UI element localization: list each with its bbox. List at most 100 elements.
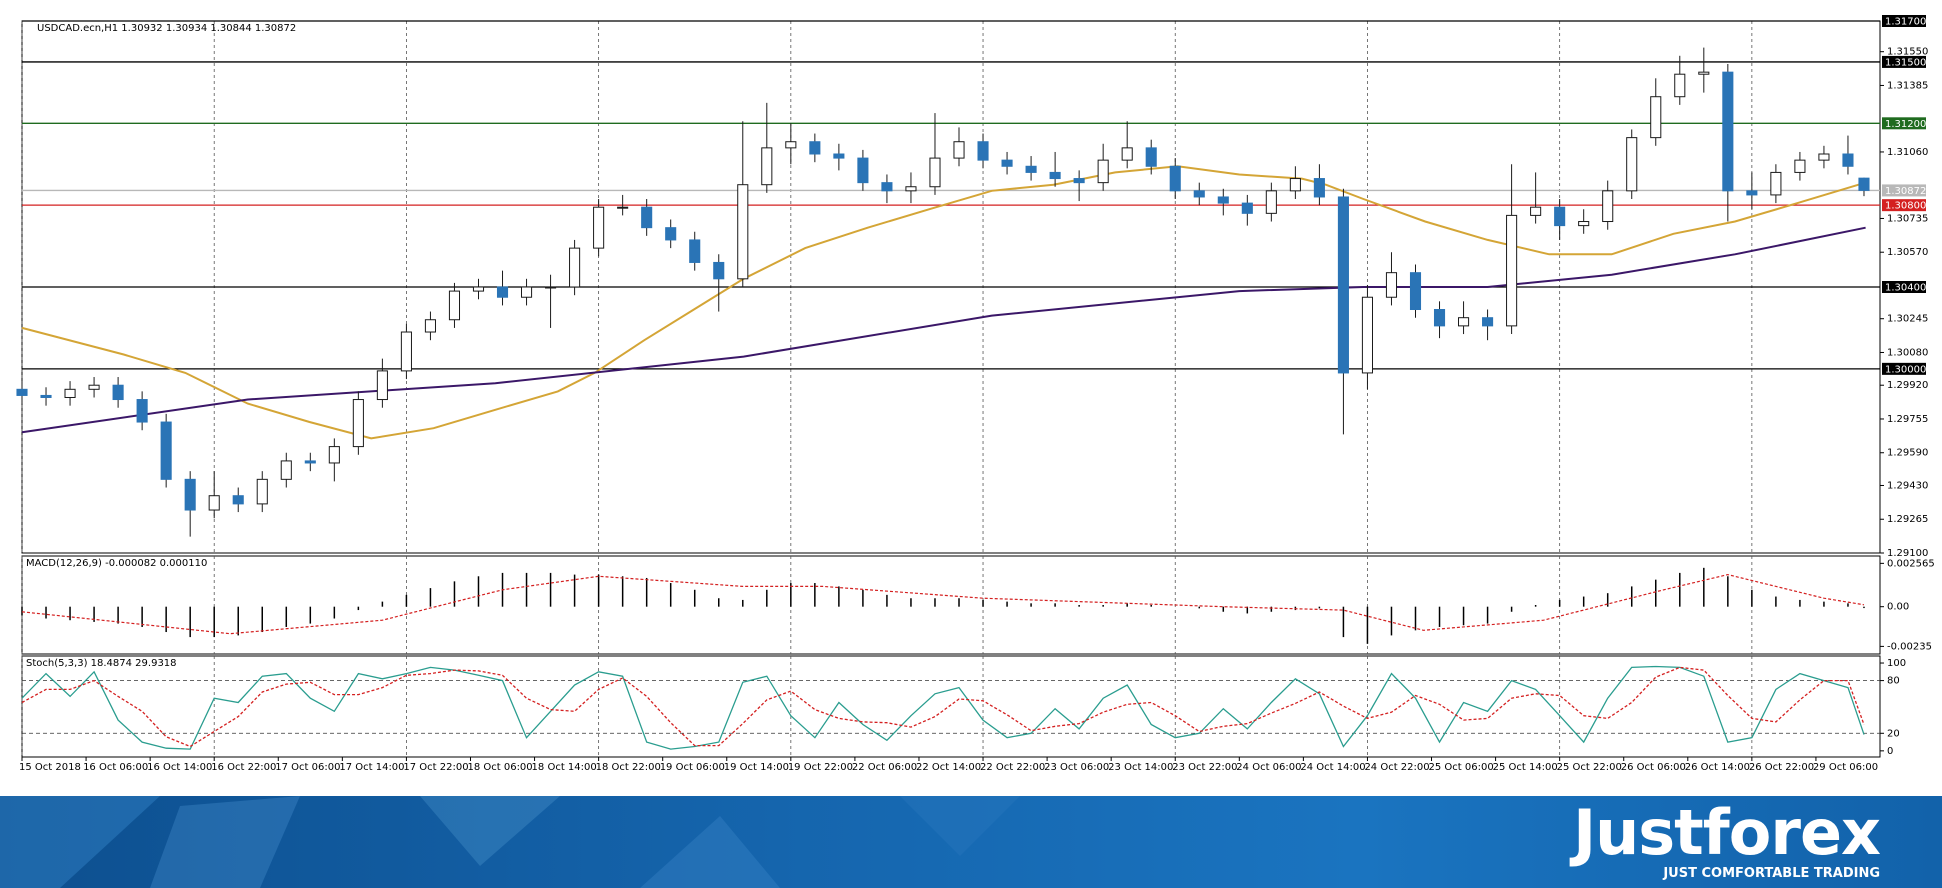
candle-body [1433,309,1446,327]
x-tick-label: 19 Oct 06:00 [660,762,725,773]
price-level-label: 1.31200 [1885,119,1926,130]
candle-body [617,206,629,209]
candle-body [1602,190,1614,223]
candle-body [689,239,701,263]
candle-body [713,261,725,280]
stoch-line [21,665,1865,750]
y-tick-label: 1.29755 [1887,414,1928,425]
y-tick-label: 0.002565 [1887,558,1935,569]
moving-average [21,226,1866,434]
candle-body [1337,196,1349,374]
price-level-label: 1.30000 [1885,364,1926,375]
y-tick-label: 1.30735 [1887,213,1928,224]
x-tick-label: 18 Oct 14:00 [532,762,597,773]
candle-body [256,478,268,505]
candle-body [496,286,509,298]
y-tick-label: 1.29920 [1887,380,1928,391]
price-level-label: 1.31500 [1885,57,1926,68]
candle-body [1409,272,1422,311]
candle-body [232,495,244,505]
y-tick-label: 1.30080 [1887,347,1928,358]
candle-body [1145,147,1157,167]
candle-body [1698,71,1710,75]
price-level-label: 1.30400 [1885,283,1926,294]
banner-decor [0,796,1020,888]
candle-body [304,460,316,464]
price-level-tag [1882,55,1926,68]
x-tick-label: 29 Oct 06:00 [1813,762,1878,773]
y-tick-label: 0 [1887,746,1893,757]
x-tick-label: 16 Oct 22:00 [211,762,276,773]
x-tick-label: 18 Oct 22:00 [596,762,661,773]
candle-body [112,384,124,401]
y-tick-label: 1.31385 [1887,80,1928,91]
brand-tagline: JUST COMFORTABLE TRADING [1663,866,1880,881]
x-tick-label: 23 Oct 22:00 [1172,762,1237,773]
price-level-label: 1.30872 [1885,186,1926,197]
y-tick-label: 100 [1887,658,1906,669]
x-tick-label: 22 Oct 22:00 [980,762,1045,773]
x-tick-label: 22 Oct 14:00 [916,762,981,773]
candle-body [280,460,292,480]
panel-title: MACD(12,26,9) -0.000082 0.000110 [26,558,207,569]
candle-body [809,141,821,155]
panel-title: Stoch(5,3,3) 18.4874 29.9318 [26,658,177,669]
candle-body [1265,190,1277,214]
x-tick-label: 26 Oct 06:00 [1621,762,1686,773]
candle-body [328,446,340,464]
y-tick-label: 1.29590 [1887,448,1928,459]
candle-body [1001,159,1013,167]
panel-frame [21,555,1881,655]
x-tick-label: 23 Oct 14:00 [1108,762,1173,773]
candle-body [16,388,28,396]
candle-body [1674,73,1686,98]
candle-body [569,247,581,288]
candle-body [64,388,76,398]
candle-body [929,157,941,188]
candle-body [977,141,989,161]
candle-body [376,370,388,401]
stoch-line [21,666,1865,748]
candle-body [665,227,677,241]
candle-body [905,186,917,192]
y-tick-label: 20 [1887,728,1900,739]
y-tick-label: 1.29100 [1887,548,1928,559]
candle-body [1506,214,1518,327]
candle-body [1313,178,1325,198]
panel-title: USDCAD.ecn,H1 1.30932 1.30934 1.30844 1.… [37,23,296,34]
candle-body [1770,171,1782,196]
price-level-tag [1882,199,1926,212]
x-tick-label: 22 Oct 06:00 [852,762,917,773]
x-tick-label: 15 Oct 2018 [19,762,81,773]
candle-body [881,182,893,192]
price-level-tag [1882,281,1926,293]
x-tick-label: 19 Oct 14:00 [724,762,789,773]
candle-body [1241,202,1253,214]
brand-banner: Justforex JUST COMFORTABLE TRADING [0,796,1942,888]
x-tick-label: 25 Oct 06:00 [1429,762,1494,773]
x-tick-label: 18 Oct 06:00 [467,762,532,773]
candle-body [1458,317,1470,327]
candle-body [424,319,436,333]
candle-body [833,153,845,159]
y-tick-label: 1.29430 [1887,480,1928,491]
candle-body [545,286,557,289]
x-tick-label: 25 Oct 14:00 [1493,762,1558,773]
moving-average [21,165,1866,440]
candle-body [761,147,773,186]
candle-body [472,286,485,292]
panel-frame [21,655,1881,758]
price-level-tag [1882,184,1926,197]
candle-body [1842,153,1854,167]
y-tick-label: -0.00235 [1887,641,1932,652]
y-tick-label: 1.31060 [1887,147,1928,158]
x-tick-label: 19 Oct 22:00 [788,762,853,773]
x-tick-label: 23 Oct 06:00 [1044,762,1109,773]
x-tick-label: 16 Oct 14:00 [147,762,212,773]
brand-logo: Justforex [1573,796,1881,869]
y-tick-label: 1.31550 [1887,47,1928,58]
candle-body [88,384,100,390]
candle-body [400,331,412,372]
candle-body [1097,159,1109,184]
